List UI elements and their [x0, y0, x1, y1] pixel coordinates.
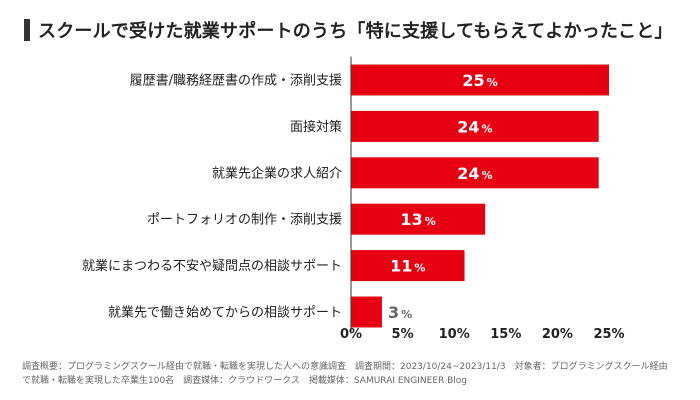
category-label: 就業先企業の求人紹介: [212, 165, 342, 181]
data-label: 11%: [390, 257, 425, 276]
bar: [351, 250, 465, 282]
footnote-line-1: 調査概要：プログラミングスクール経由で就職・転職を実現した人への意識調査 調査期…: [22, 362, 668, 372]
data-label: 24%: [457, 117, 492, 136]
x-tick-label: 20%: [542, 327, 573, 342]
bar: [351, 64, 609, 96]
category-label: 就業先で働き始めてからの相談サポート: [108, 305, 342, 321]
title-accent-bar: [24, 19, 30, 41]
category-label: ポートフォリオの制作・添削支援: [147, 213, 342, 228]
bar: [351, 110, 599, 142]
x-tick-label: 10%: [439, 327, 470, 342]
bar: [351, 203, 486, 235]
bar: [351, 296, 382, 328]
x-tick-label: 0%: [340, 327, 362, 342]
chart-title: スクールで受けた就業サポートのうち「特に支援してもらえてよかったこと」: [38, 21, 673, 42]
x-tick-label: 25%: [593, 327, 624, 342]
x-tick-label: 5%: [392, 327, 414, 342]
bar: [351, 157, 599, 189]
data-label: 24%: [457, 164, 492, 183]
category-label: 面接対策: [290, 119, 342, 135]
bar-chart: 履歴書/職務経歴書の作成・添削支援 25 % 面接対策 24 % 就業先企業の求人紹介 24%…: [82, 56, 625, 342]
category-label: 履歴書/職務経歴書の作成・添削支援: [130, 74, 342, 89]
survey-footnote: 調査概要：プログラミングスクール経由で就職・転職を実現した人への意識調査 調査期…: [22, 360, 682, 388]
x-tick-label: 15%: [490, 327, 521, 342]
data-label: 25%: [462, 71, 497, 90]
data-label: 3%: [388, 303, 412, 322]
category-label: 就業にまつわる不安や疑問点の相談サポート: [82, 258, 342, 274]
data-label: 13%: [400, 210, 435, 229]
footnote-line-2: で就職・転職を実現した卒業生100名 調査媒体：クラウドワークス 掲載媒体：SA…: [22, 376, 468, 386]
